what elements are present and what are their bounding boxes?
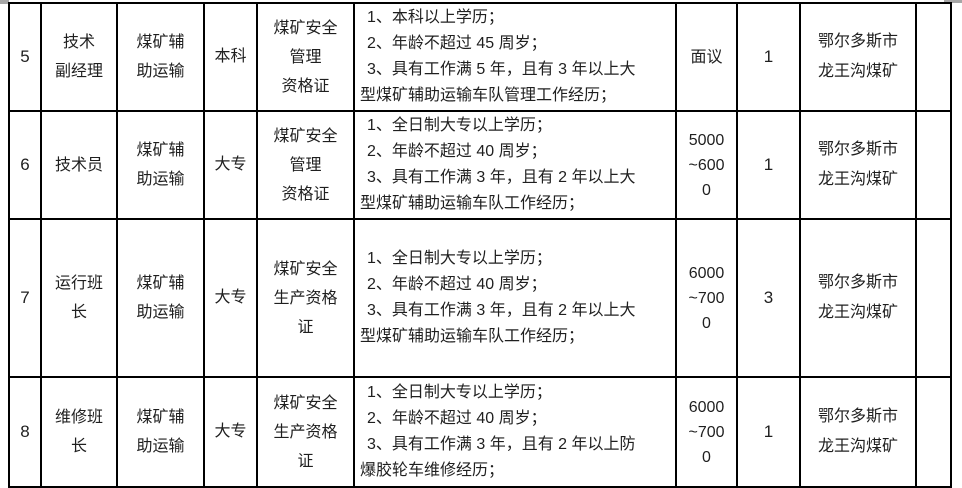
cell-salary: 5000 ~600 0 [675, 110, 738, 220]
cell-department: 煤矿辅 助运输 [116, 2, 205, 112]
cell-no: 7 [8, 218, 42, 378]
cell-location: 鄂尔多斯市 龙王沟煤矿 [799, 376, 917, 488]
requirement-line: 2、年龄不超过 40 周岁； [367, 276, 547, 293]
cell-title: 维修班 长 [40, 376, 118, 488]
job-recruitment-table: 5 技术 副经理 煤矿辅 助运输 本科 煤矿安全 管理 资格证 1、本科以上学历； 2、年龄… [8, 2, 952, 488]
cell-extra [915, 2, 952, 112]
requirement-line: 2、年龄不超过 45 周岁； [367, 35, 547, 52]
requirement-line: 型煤矿辅助运输车队管理工作经历； [360, 87, 617, 104]
requirement-line: 3、具有工作满 5 年，且有 3 年以上大 [367, 61, 636, 78]
requirement-line: 型煤矿辅助运输车队工作经历； [360, 195, 585, 212]
cell-location: 鄂尔多斯市 龙王沟煤矿 [799, 2, 917, 112]
requirement-line: 1、本科以上学历； [367, 9, 504, 26]
cell-certificate: 煤矿安全 管理 资格证 [256, 110, 355, 220]
table-row: 5 技术 副经理 煤矿辅 助运输 本科 煤矿安全 管理 资格证 1、本科以上学历； 2、年龄… [8, 2, 952, 112]
cell-department: 煤矿辅 助运输 [116, 376, 205, 488]
table-body: 5 技术 副经理 煤矿辅 助运输 本科 煤矿安全 管理 资格证 1、本科以上学历； 2、年龄… [8, 2, 952, 488]
cell-department: 煤矿辅 助运输 [116, 110, 205, 220]
cell-no: 5 [8, 2, 42, 112]
cell-title: 技术员 [40, 110, 118, 220]
cell-title: 技术 副经理 [40, 2, 118, 112]
cell-headcount: 3 [736, 218, 801, 378]
requirement-line: 3、具有工作满 3 年，且有 2 年以上大 [367, 169, 636, 186]
cell-extra [915, 376, 952, 488]
requirement-line: 2、年龄不超过 40 周岁； [367, 410, 547, 427]
cell-headcount: 1 [736, 110, 801, 220]
cell-title: 运行班 长 [40, 218, 118, 378]
cell-no: 6 [8, 110, 42, 220]
cell-headcount: 1 [736, 376, 801, 488]
cell-requirements: 1、全日制大专以上学历； 2、年龄不超过 40 周岁； 3、具有工作满 3 年，且有… [353, 218, 677, 378]
cell-education: 大专 [203, 218, 258, 378]
cell-extra [915, 218, 952, 378]
cell-salary: 面议 [675, 2, 738, 112]
cell-education: 大专 [203, 110, 258, 220]
requirement-line: 爆胶轮车维修经历； [360, 462, 505, 479]
cell-requirements: 1、本科以上学历； 2、年龄不超过 45 周岁； 3、具有工作满 5 年，且有 3 … [353, 2, 677, 112]
requirement-line: 3、具有工作满 3 年，且有 2 年以上大 [367, 302, 636, 319]
cell-extra [915, 110, 952, 220]
table-row: 8 维修班 长煤矿辅 助运输 大专 煤矿安全 生产资格 证 1、全日制大专以上学历； 2、… [8, 376, 952, 488]
cell-requirements: 1、全日制大专以上学历； 2、年龄不超过 40 周岁； 3、具有工作满 3 年，且有… [353, 376, 677, 488]
cell-education: 大专 [203, 376, 258, 488]
cell-no: 8 [8, 376, 42, 488]
table-row: 7 运行班 长煤矿辅 助运输 大专 煤矿安全 生产资格 证 1、全日制大专以上学历； 2、… [8, 218, 952, 378]
requirement-line: 3、具有工作满 3 年，且有 2 年以上防 [367, 436, 636, 453]
cell-certificate: 煤矿安全 生产资格 证 [256, 218, 355, 378]
requirement-line: 1、全日制大专以上学历； [367, 117, 552, 134]
screen-edge-artifact-top-right [944, 0, 962, 3]
cell-certificate: 煤矿安全 管理 资格证 [256, 2, 355, 112]
requirement-line: 1、全日制大专以上学历； [367, 384, 552, 401]
screen-edge-artifact-top-left [0, 0, 9, 4]
cell-location: 鄂尔多斯市 龙王沟煤矿 [799, 110, 917, 220]
cell-department: 煤矿辅 助运输 [116, 218, 205, 378]
cell-education: 本科 [203, 2, 258, 112]
cell-salary: 6000 ~700 0 [675, 376, 738, 488]
requirement-line: 1、全日制大专以上学历； [367, 250, 552, 267]
cell-certificate: 煤矿安全 生产资格 证 [256, 376, 355, 488]
table-row: 6 技术员 煤矿辅 助运输 大专 煤矿安全 管理 资格证 1、全日制大专以上学历； 2、年龄… [8, 110, 952, 220]
requirement-line: 型煤矿辅助运输车队工作经历； [360, 328, 585, 345]
cell-headcount: 1 [736, 2, 801, 112]
cell-salary: 6000 ~700 0 [675, 218, 738, 378]
requirement-line: 2、年龄不超过 40 周岁； [367, 143, 547, 160]
cell-location: 鄂尔多斯市 龙王沟煤矿 [799, 218, 917, 378]
cell-requirements: 1、全日制大专以上学历； 2、年龄不超过 40 周岁； 3、具有工作满 3 年，且有… [353, 110, 677, 220]
